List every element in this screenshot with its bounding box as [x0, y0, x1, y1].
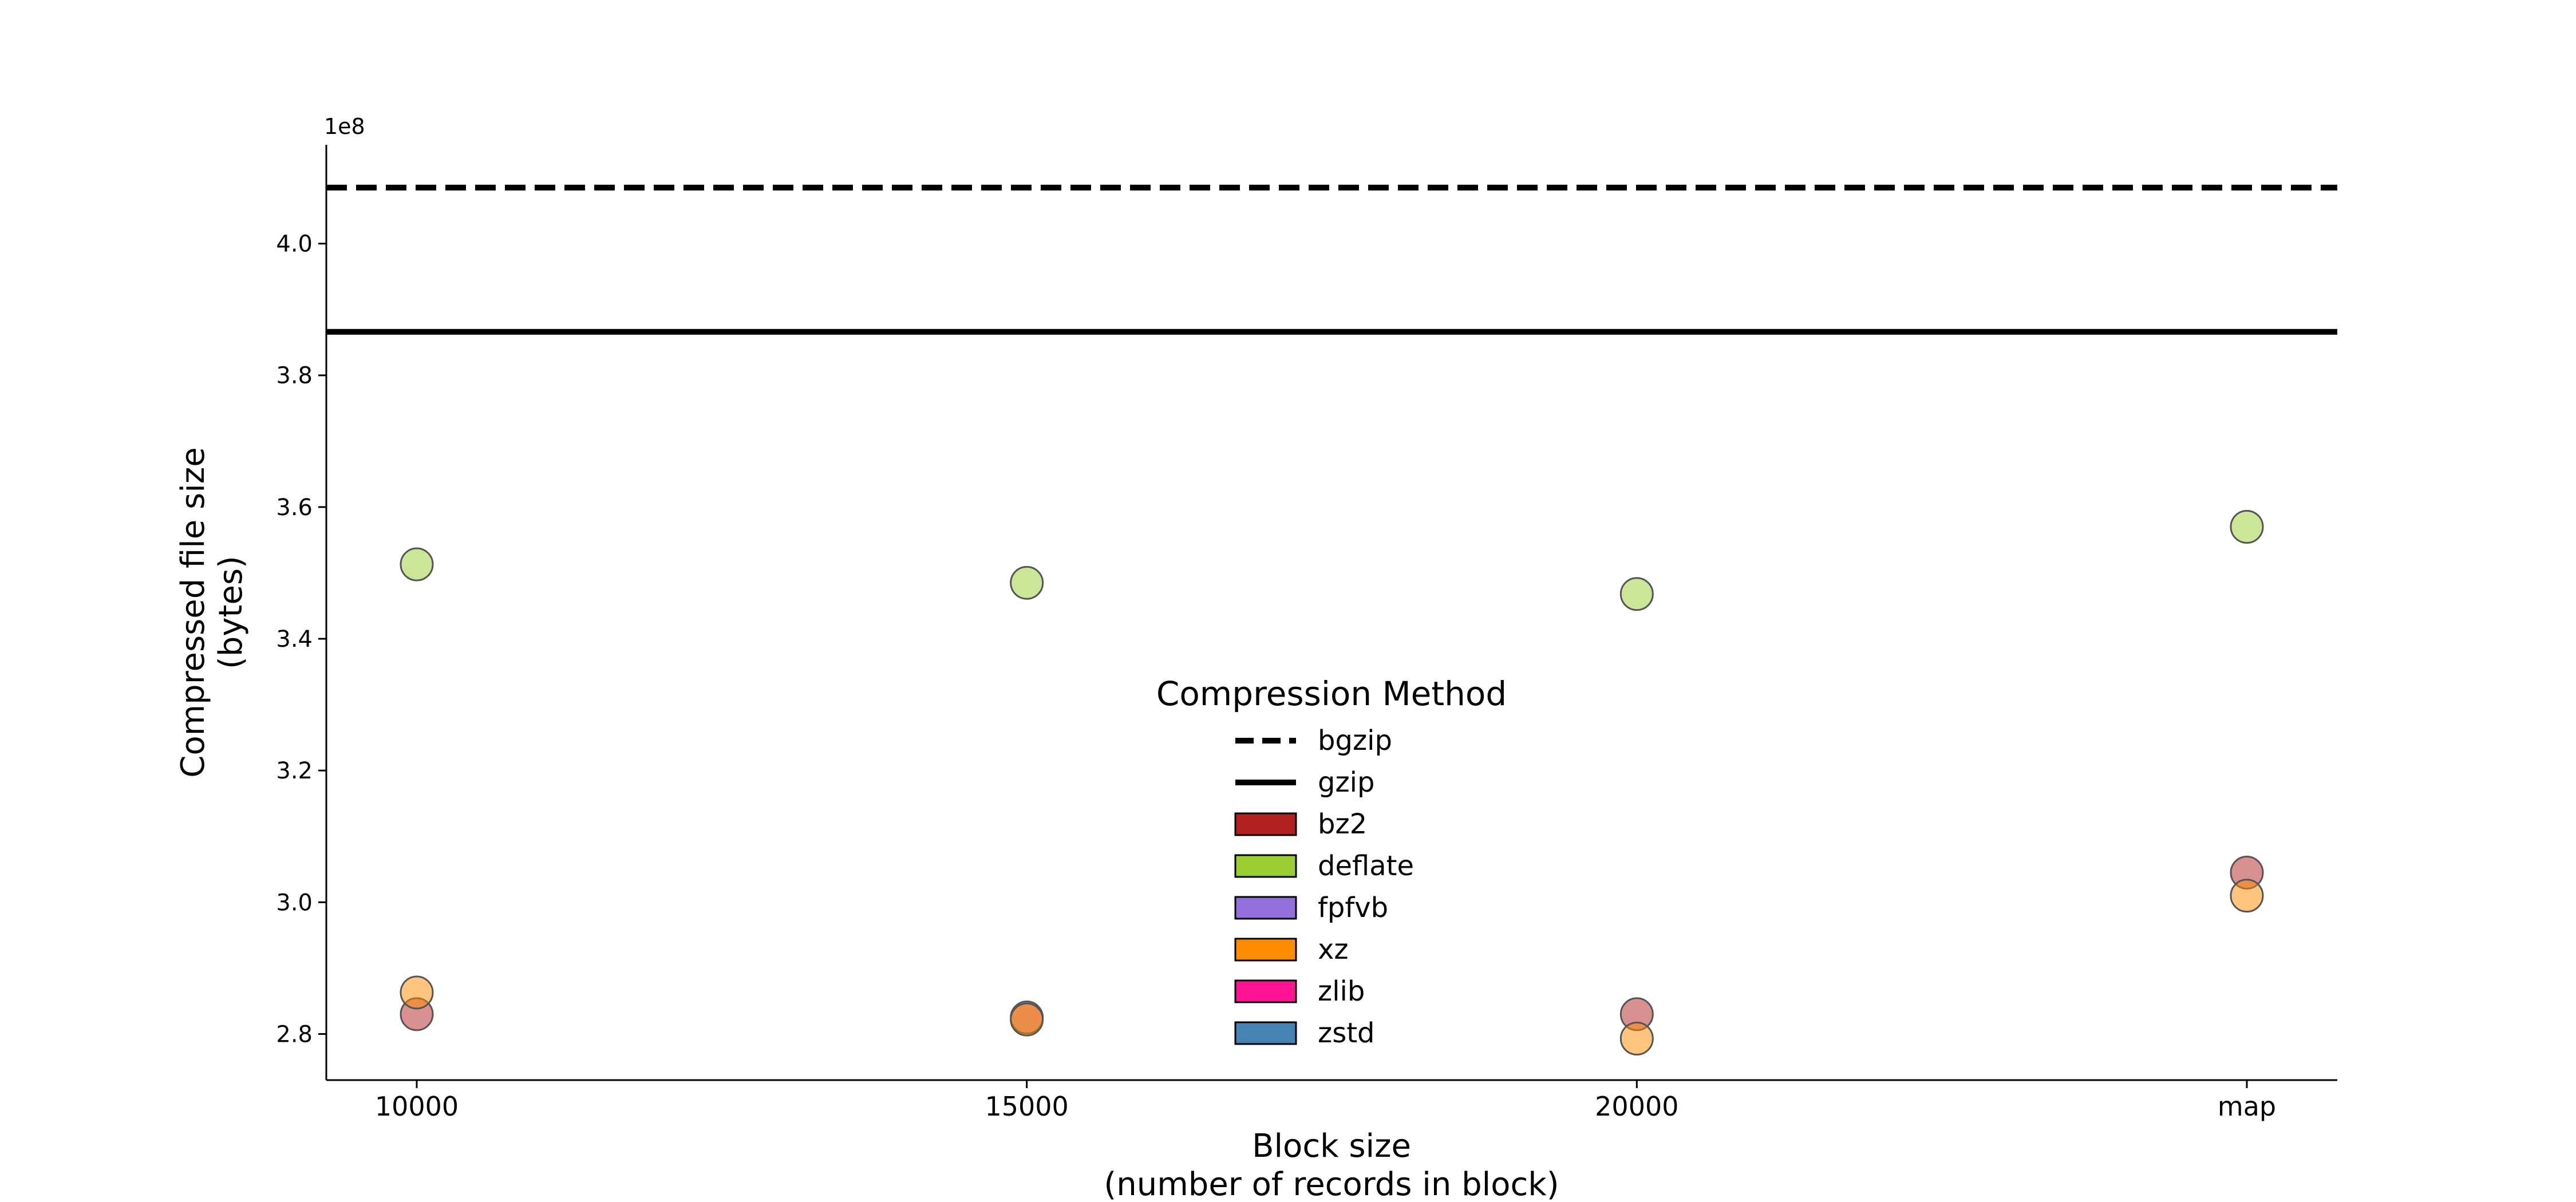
point-deflate-15000 — [1010, 566, 1044, 600]
y-tick-label: 3.4 — [276, 626, 313, 653]
y-axis-label: Compressed file size (bytes) — [175, 447, 250, 778]
y-tick-label: 2.8 — [276, 1021, 313, 1047]
legend-title: Compression Method — [1156, 674, 1507, 713]
y-tick-label: 3.6 — [276, 495, 313, 521]
legend-item-zlib: zlib — [1234, 975, 1365, 1007]
x-axis-ticks: 10000 15000 20000 map — [375, 1080, 2276, 1122]
point-deflate-map — [2230, 509, 2264, 544]
legend-swatch-zstd — [1234, 1021, 1297, 1045]
x-tick-label: 20000 — [1595, 1091, 1678, 1122]
y-axis-label-line-1: Compressed file size — [175, 447, 212, 778]
legend-item-gzip: gzip — [1235, 766, 1374, 798]
legend-label: zlib — [1318, 975, 1365, 1007]
legend-swatch-zlib — [1234, 979, 1297, 1003]
x-tick-label: 10000 — [375, 1091, 459, 1122]
legend-label: fpfvb — [1318, 892, 1388, 924]
legend-label: bgzip — [1318, 725, 1392, 757]
point-xz-20000 — [1619, 1022, 1654, 1056]
y-axis-label-line-2: (bytes) — [212, 556, 250, 669]
x-tick-label: map — [2218, 1091, 2276, 1122]
point-xz-10000 — [400, 975, 434, 1010]
x-axis-label-line-1: Block size — [1252, 1128, 1411, 1165]
reference-lines — [326, 184, 2337, 335]
legend-swatch-bz2 — [1234, 812, 1297, 836]
legend-item-deflate: deflate — [1234, 850, 1414, 882]
point-xz-map — [2230, 879, 2264, 913]
x-axis-label-line-2: (number of records in block) — [1104, 1166, 1559, 1202]
legend-label: bz2 — [1318, 808, 1367, 840]
y-axis-ticks: 2.8 3.0 3.2 3.4 3.6 3.8 4.0 — [276, 231, 326, 1047]
point-deflate-10000 — [400, 547, 434, 582]
data-points — [400, 509, 2264, 1056]
legend-item-xz: xz — [1234, 934, 1349, 966]
legend-item-bgzip: bgzip — [1235, 725, 1392, 757]
legend-swatch-fpfvb — [1234, 896, 1297, 920]
x-axis-label: Block size (number of records in block) — [1104, 1128, 1559, 1202]
legend-entries: bgzip gzip bz2 deflate fpfvb xz zlib zstd — [1234, 725, 1414, 1049]
legend-label: gzip — [1318, 766, 1374, 798]
legend-label: deflate — [1318, 850, 1414, 882]
legend-item-bz2: bz2 — [1234, 808, 1367, 840]
x-tick-label: 15000 — [985, 1091, 1068, 1122]
legend-label: zstd — [1318, 1017, 1375, 1049]
y-offset-label: 1e8 — [324, 114, 365, 139]
y-tick-label: 4.0 — [276, 231, 313, 258]
y-tick-label: 3.2 — [276, 758, 313, 784]
point-xz-15000 — [1010, 1002, 1044, 1037]
y-tick-label: 3.8 — [276, 363, 313, 389]
point-deflate-20000 — [1619, 577, 1654, 611]
legend-label: xz — [1318, 934, 1349, 966]
legend: Compression Method bgzip gzip bz2 deflate fp… — [1156, 674, 1507, 1049]
legend-swatch-xz — [1234, 938, 1297, 962]
legend-item-fpfvb: fpfvb — [1234, 892, 1388, 924]
legend-swatch-deflate — [1234, 854, 1297, 878]
legend-item-zstd: zstd — [1234, 1017, 1375, 1049]
y-tick-label: 3.0 — [276, 889, 313, 916]
